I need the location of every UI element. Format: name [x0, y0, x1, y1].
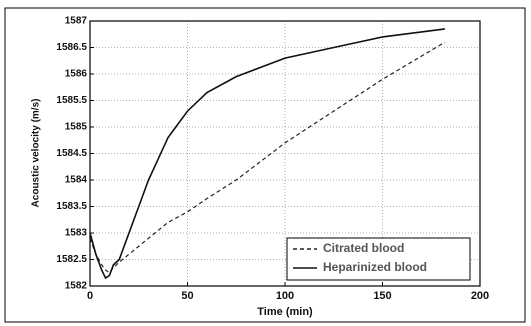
legend-box [286, 237, 471, 281]
y-tick-label: 1586 [65, 69, 88, 80]
data-line [89, 41, 446, 274]
y-axis-label: Acoustic velocity (m/s) [31, 99, 42, 208]
x-tick-label: 0 [87, 290, 93, 302]
x-tick-label: 50 [181, 290, 193, 302]
x-axis-label: Time (min) [257, 306, 313, 318]
x-tick-label: 100 [276, 290, 294, 302]
y-tick-label: 1585 [65, 122, 88, 133]
y-tick-label: 1586.5 [56, 42, 87, 53]
x-tick-label: 150 [373, 290, 391, 302]
legend-label: Heparinized blood [323, 260, 427, 274]
data-line [89, 28, 446, 280]
figure-frame [4, 7, 526, 323]
legend-label: Citrated blood [323, 241, 404, 255]
y-tick-label: 1583 [65, 228, 88, 239]
y-tick-label: 1585.5 [56, 95, 87, 106]
y-tick-label: 1583.5 [56, 201, 87, 212]
y-tick-label: 1584 [65, 175, 88, 186]
y-tick-label: 1582 [65, 281, 88, 292]
x-tick-label: 200 [471, 290, 489, 302]
y-tick-label: 1584.5 [56, 148, 87, 159]
plot-frame [89, 20, 481, 287]
y-tick-label: 1587 [65, 16, 88, 27]
y-tick-label: 1582.5 [56, 254, 87, 265]
